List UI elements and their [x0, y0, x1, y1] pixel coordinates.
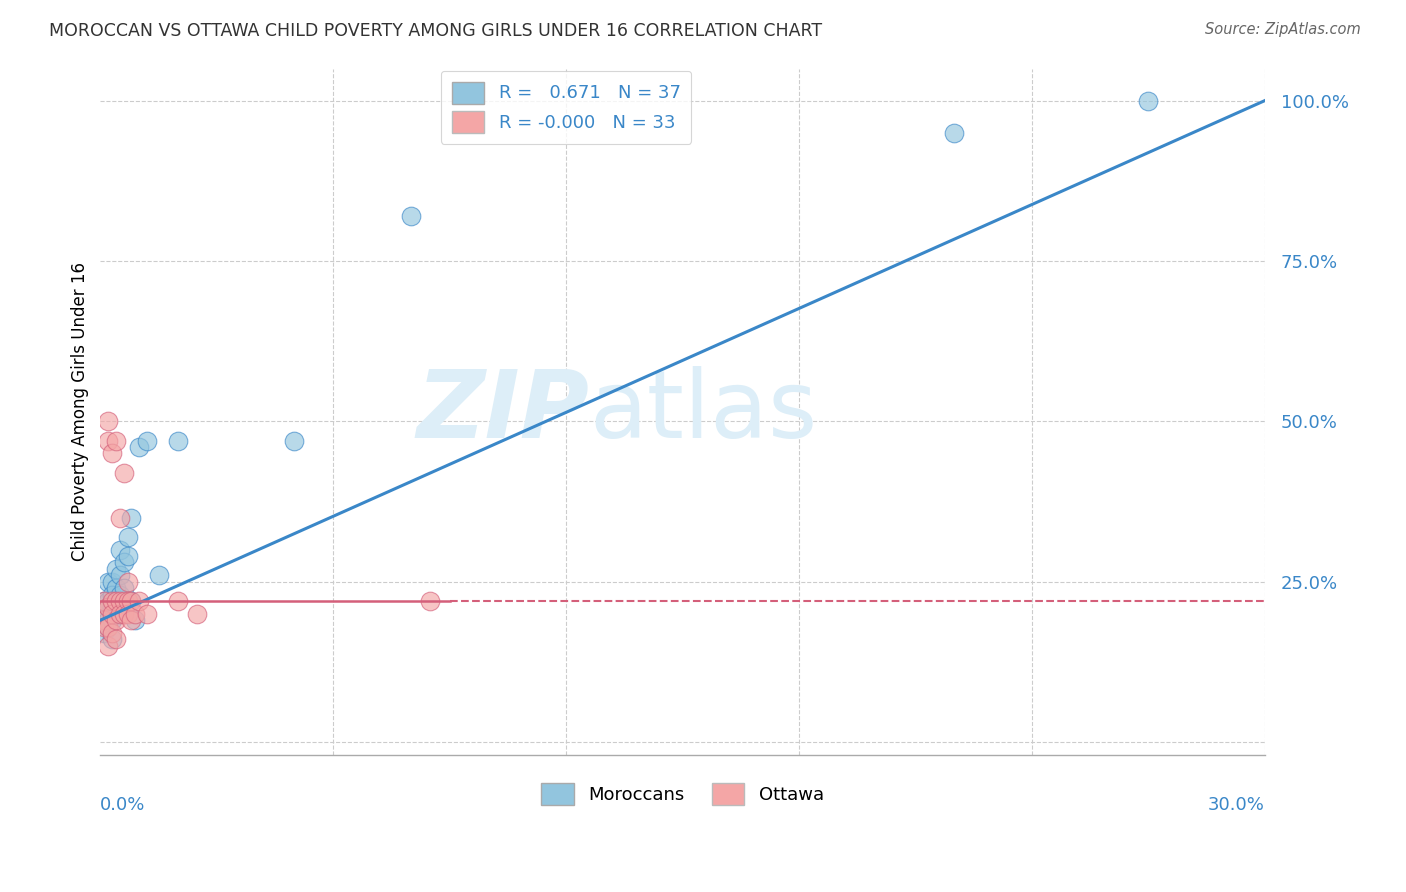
Text: atlas: atlas: [589, 366, 818, 458]
Point: [120, 594, 142, 608]
Text: ZIP: ZIP: [416, 366, 589, 458]
Point: [97, 619, 120, 633]
Point: [283, 434, 305, 448]
Point: [112, 556, 135, 570]
Point: [112, 607, 135, 621]
Point: [101, 594, 124, 608]
Point: [120, 594, 142, 608]
Point: [117, 530, 139, 544]
Point: [120, 510, 142, 524]
Point: [97, 414, 120, 428]
Point: [104, 562, 127, 576]
Point: [104, 594, 127, 608]
Point: [97, 619, 120, 633]
Point: [128, 440, 150, 454]
Point: [93, 594, 115, 608]
Point: [97, 434, 120, 448]
Point: [167, 594, 190, 608]
Point: [101, 594, 124, 608]
Point: [101, 446, 124, 460]
Point: [101, 632, 124, 647]
Point: [97, 574, 120, 589]
Point: [167, 434, 190, 448]
Point: [101, 613, 124, 627]
Text: 30.0%: 30.0%: [1208, 796, 1265, 814]
Legend: Moroccans, Ottawa: Moroccans, Ottawa: [533, 774, 832, 814]
Point: [97, 600, 120, 615]
Point: [186, 607, 208, 621]
Point: [399, 209, 422, 223]
Point: [943, 126, 966, 140]
Point: [101, 607, 124, 621]
Point: [93, 613, 115, 627]
Point: [97, 594, 120, 608]
Point: [108, 588, 131, 602]
Point: [108, 510, 131, 524]
Point: [104, 581, 127, 595]
Point: [124, 613, 146, 627]
Point: [93, 626, 115, 640]
Point: [101, 574, 124, 589]
Point: [120, 613, 142, 627]
Point: [108, 568, 131, 582]
Point: [101, 600, 124, 615]
Point: [124, 607, 146, 621]
Point: [108, 594, 131, 608]
Point: [136, 607, 159, 621]
Point: [93, 619, 115, 633]
Point: [97, 600, 120, 615]
Point: [97, 639, 120, 653]
Point: [112, 594, 135, 608]
Point: [1137, 94, 1160, 108]
Point: [104, 632, 127, 647]
Point: [112, 581, 135, 595]
Text: MOROCCAN VS OTTAWA CHILD POVERTY AMONG GIRLS UNDER 16 CORRELATION CHART: MOROCCAN VS OTTAWA CHILD POVERTY AMONG G…: [49, 22, 823, 40]
Point: [93, 594, 115, 608]
Text: Source: ZipAtlas.com: Source: ZipAtlas.com: [1205, 22, 1361, 37]
Point: [104, 613, 127, 627]
Point: [108, 607, 131, 621]
Point: [117, 594, 139, 608]
Point: [108, 600, 131, 615]
Point: [128, 594, 150, 608]
Point: [148, 568, 170, 582]
Point: [117, 574, 139, 589]
Point: [101, 588, 124, 602]
Point: [93, 607, 115, 621]
Text: 0.0%: 0.0%: [100, 796, 146, 814]
Point: [117, 549, 139, 563]
Y-axis label: Child Poverty Among Girls Under 16: Child Poverty Among Girls Under 16: [72, 262, 89, 561]
Point: [112, 466, 135, 480]
Point: [104, 434, 127, 448]
Point: [108, 542, 131, 557]
Point: [97, 613, 120, 627]
Point: [104, 594, 127, 608]
Point: [101, 626, 124, 640]
Point: [117, 607, 139, 621]
Point: [419, 594, 441, 608]
Point: [104, 607, 127, 621]
Point: [136, 434, 159, 448]
